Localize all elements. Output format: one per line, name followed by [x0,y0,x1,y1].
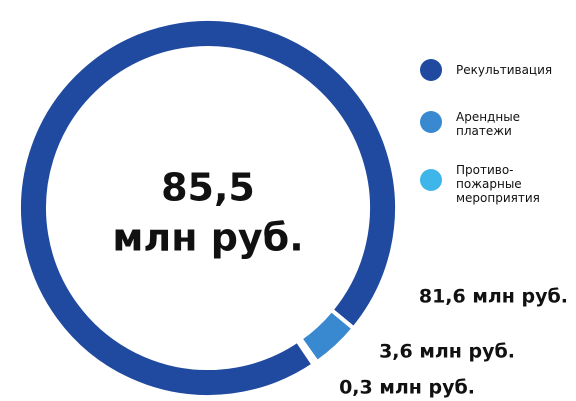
legend-marker [420,111,442,133]
legend-label: Противо- пожарные мероприятия [456,163,540,205]
center-value: 85,5 [161,166,255,210]
legend-marker [420,59,442,81]
donut-segment [17,17,399,399]
donut-segment [294,335,320,368]
value-label: 0,3 млн руб. [339,377,475,399]
value-label: 3,6 млн руб. [379,341,515,363]
legend-label: Арендные платежи [456,110,521,138]
legend-label: Рекультивация [456,63,553,77]
legend-marker [420,169,442,191]
value-label: 81,6 млн руб. [419,286,568,308]
center-unit: млн руб. [112,216,303,260]
